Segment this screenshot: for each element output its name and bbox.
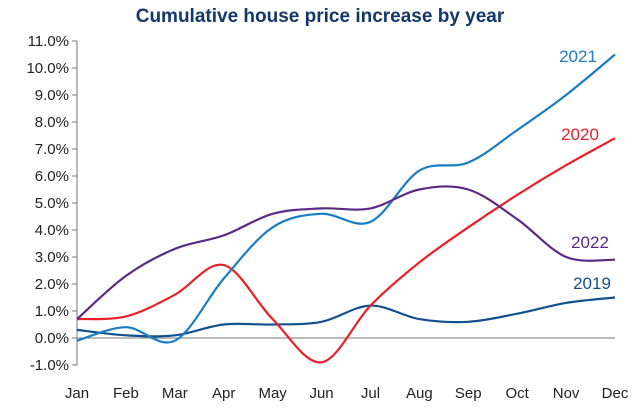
series-line-2022 — [76, 185, 616, 320]
series-label-2021: 2021 — [559, 47, 597, 66]
y-tick-label: 2.0% — [35, 276, 69, 293]
y-tick-label: 3.0% — [35, 249, 69, 266]
y-tick-label: 10.0% — [26, 60, 69, 77]
y-tick-label: 9.0% — [35, 87, 69, 104]
y-tick-label: 11.0% — [28, 33, 69, 50]
y-tick-label: 7.0% — [35, 141, 69, 158]
x-tick-label: Dec — [602, 385, 629, 402]
x-tick-label: Oct — [506, 385, 530, 402]
chart-title: Cumulative house price increase by year — [135, 6, 505, 27]
x-tick-label: Sep — [455, 385, 482, 402]
y-tick-label: 1.0% — [35, 303, 69, 320]
series-label-2019: 2019 — [573, 274, 611, 293]
y-tick-label: 4.0% — [35, 222, 69, 239]
series-line-2020 — [76, 137, 616, 364]
y-tick-label: 0.0% — [35, 330, 69, 347]
series-label-2022: 2022 — [571, 233, 609, 252]
y-tick-label: 8.0% — [35, 114, 69, 131]
y-tick-label: 6.0% — [35, 168, 69, 185]
x-tick-label: Jul — [361, 385, 380, 402]
y-tick-label: -1.0% — [30, 357, 69, 374]
x-tick-label: Jun — [309, 385, 333, 402]
series-label-2020: 2020 — [561, 125, 599, 144]
series-line-2019 — [76, 296, 616, 338]
y-tick-label: 5.0% — [35, 195, 69, 212]
series-line-2021 — [76, 53, 616, 344]
x-tick-label: Mar — [162, 385, 188, 402]
x-tick-label: Apr — [212, 385, 235, 402]
x-tick-label: Jan — [65, 385, 89, 402]
x-tick-label: May — [258, 385, 287, 402]
x-tick-label: Feb — [113, 385, 139, 402]
x-tick-label: Nov — [553, 385, 580, 402]
x-tick-label: Aug — [406, 385, 433, 402]
